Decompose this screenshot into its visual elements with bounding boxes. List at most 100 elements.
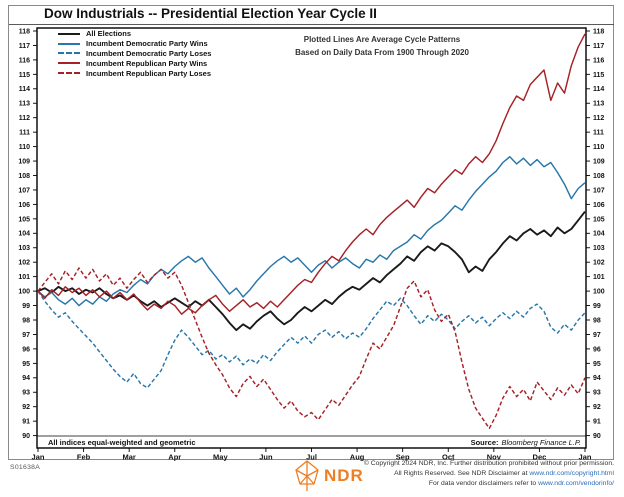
svg-text:118: 118 [19,28,30,35]
copyright-line-3: For data vendor disclaimers refer to www… [364,479,614,489]
legend-line-swatch [58,52,80,55]
svg-text:115: 115 [593,72,604,79]
chart-legend: All Elections Incumbent Democratic Party… [58,29,211,78]
legend-item: Incumbent Republican Party Loses [58,68,211,78]
svg-text:91: 91 [593,419,601,426]
legend-line-swatch [58,62,80,65]
copyright-line-1: © Copyright 2024 NDR, Inc. Further distr… [363,460,614,467]
source-label: Source: [470,438,499,447]
svg-text:109: 109 [593,158,605,165]
copyright-line-2: All Rights Reserved. See NDR Disclaimer … [364,469,614,479]
chart-title: Dow Industrials -- Presidential Election… [44,6,377,21]
copyright-link[interactable]: www.ndr.com/copyright.html [529,470,614,477]
svg-text:104: 104 [593,231,605,238]
annotation-line-1: Plotted Lines Are Average Cycle Patterns [303,35,461,44]
svg-text:112: 112 [19,115,30,122]
svg-text:118: 118 [593,28,604,35]
legend-line-swatch [58,42,80,45]
svg-text:98: 98 [593,317,601,324]
svg-text:Jun: Jun [259,453,273,462]
vendorinfo-link[interactable]: www.ndr.com/vendorinfo/ [538,480,614,487]
ndr-logo-text: NDR [324,466,364,485]
legend-item-label: Incumbent Republican Party Loses [86,68,212,78]
svg-text:96: 96 [22,346,30,353]
svg-text:107: 107 [593,187,605,194]
footer-copyright: © Copyright 2024 NDR, Inc. Further distr… [364,459,614,489]
annotation-line-2: Based on Daily Data From 1900 Through 20… [295,48,469,57]
svg-text:99: 99 [22,303,30,310]
svg-text:112: 112 [593,115,604,122]
legend-item-label: All Elections [86,29,132,39]
svg-text:104: 104 [18,231,30,238]
svg-text:Mar: Mar [122,453,135,462]
source-value: Bloomberg Finance L.P. [501,438,582,447]
svg-text:102: 102 [593,260,605,267]
svg-text:116: 116 [593,57,604,64]
legend-item: All Elections [58,29,211,39]
svg-text:103: 103 [593,245,605,252]
svg-text:111: 111 [19,130,30,137]
svg-text:93: 93 [593,390,601,397]
svg-text:116: 116 [19,57,30,64]
svg-text:Jul: Jul [306,453,317,462]
legend-item-label: Incumbent Democratic Party Wins [86,39,208,49]
ndr-gem-icon [295,460,319,491]
title-divider [9,24,614,25]
svg-text:105: 105 [593,216,605,223]
svg-text:Oct: Oct [442,453,455,462]
ndr-logo: NDR [294,460,364,492]
svg-text:93: 93 [22,390,30,397]
svg-text:95: 95 [22,361,30,368]
svg-text:113: 113 [19,101,30,108]
legend-item: Incumbent Republican Party Wins [58,58,211,68]
svg-text:106: 106 [593,202,605,209]
svg-text:100: 100 [593,289,605,296]
svg-text:96: 96 [593,346,601,353]
svg-text:115: 115 [19,72,30,79]
svg-text:94: 94 [22,375,30,382]
svg-text:Jan: Jan [579,453,592,462]
chart-annotation: Plotted Lines Are Average Cycle Patterns… [262,33,502,59]
svg-text:Sep: Sep [396,453,410,462]
svg-text:92: 92 [22,404,30,411]
legend-item-label: Incumbent Republican Party Wins [86,58,208,68]
chart-outer-box [8,5,614,460]
svg-text:97: 97 [22,332,30,339]
svg-text:102: 102 [18,260,30,267]
legend-item: Incumbent Democratic Party Wins [58,39,211,49]
copyright-line-2-text: All Rights Reserved. See NDR Disclaimer … [394,470,530,477]
svg-text:117: 117 [19,43,30,50]
svg-text:Jan: Jan [32,453,45,462]
svg-text:109: 109 [18,158,30,165]
svg-text:114: 114 [593,86,604,93]
svg-text:108: 108 [593,173,605,180]
legend-line-swatch [58,72,80,75]
svg-text:Aug: Aug [350,453,365,462]
svg-text:111: 111 [593,130,604,137]
svg-text:Dec: Dec [533,453,547,462]
svg-text:110: 110 [593,144,604,151]
svg-text:Apr: Apr [168,453,181,462]
legend-item: Incumbent Democratic Party Loses [58,49,211,59]
svg-text:95: 95 [593,361,601,368]
svg-text:101: 101 [18,274,30,281]
svg-text:94: 94 [593,375,601,382]
svg-text:108: 108 [18,173,30,180]
svg-text:110: 110 [19,144,30,151]
chart-id-code: S01638A [10,464,41,471]
legend-line-swatch [58,32,80,35]
svg-text:91: 91 [22,419,30,426]
svg-text:90: 90 [593,433,601,440]
svg-text:105: 105 [18,216,30,223]
svg-text:Nov: Nov [487,453,502,462]
svg-text:106: 106 [18,202,30,209]
svg-text:90: 90 [22,433,30,440]
svg-text:92: 92 [593,404,601,411]
svg-text:114: 114 [19,86,30,93]
footnote-methodology: All indices equal-weighted and geometric [48,438,196,447]
svg-text:113: 113 [593,101,604,108]
svg-text:98: 98 [22,317,30,324]
svg-text:101: 101 [593,274,605,281]
